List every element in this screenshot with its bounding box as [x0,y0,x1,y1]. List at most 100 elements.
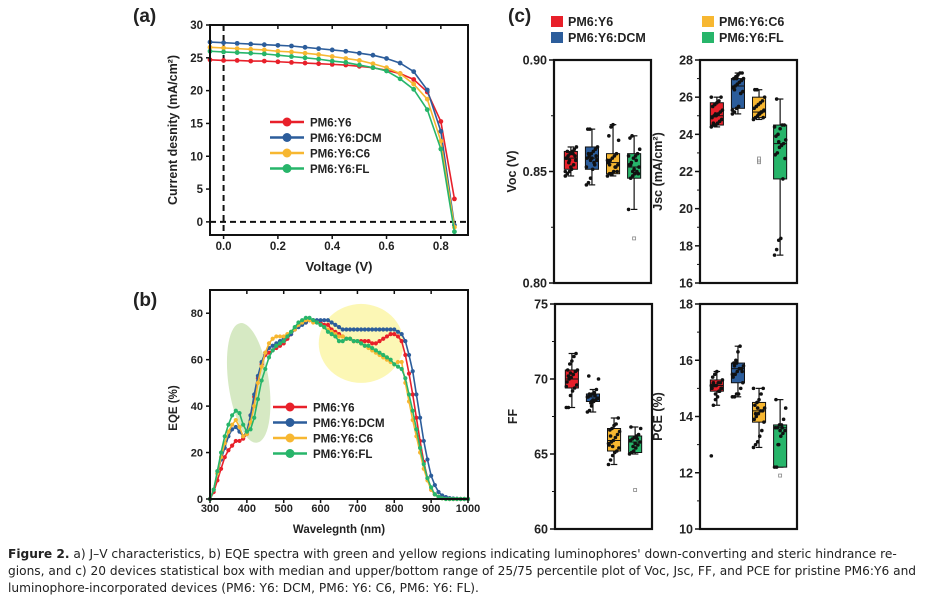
legend-marker [282,148,292,158]
box-pm6-y6-fl [627,425,643,492]
data-point [370,327,375,332]
data-point [783,428,787,433]
data-point [607,163,612,167]
data-point [274,343,279,348]
data-point [736,392,741,396]
data-point [325,322,331,327]
data-point [237,438,242,444]
legend-label: PM6:Y6:C6 [310,149,370,161]
data-point [565,149,570,154]
data-point [436,494,441,499]
data-point [302,60,308,66]
outlier [778,473,783,478]
data-point [234,46,240,52]
data-point [226,422,231,427]
data-point [277,341,283,346]
data-point [617,446,621,450]
data-point [762,95,767,99]
data-point [388,357,393,362]
data-point [281,338,286,344]
box-pm6-y6 [564,351,580,410]
y-tick-label: 14 [679,410,693,424]
data-point [759,110,763,114]
plot-frame [698,302,799,531]
legend-swatch [551,32,563,43]
caption-label: Figure 2. [8,547,70,561]
data-point [633,441,637,446]
data-point [411,81,417,87]
data-point [595,158,599,163]
legend-item: PM6:Y6:C6 [273,433,373,446]
plot-frame [553,302,654,531]
data-point [607,134,611,138]
y-tick-label: 65 [534,448,548,462]
data-point [616,416,621,420]
legend-marker [282,117,292,127]
legend-item: PM6:Y6:FL [702,31,784,45]
box-chart-c-jsc: 16 18 20 22 24 26 28 Jsc (mA/cm²) [651,54,799,291]
data-point [397,71,403,76]
data-point [569,375,573,380]
legend-label: PM6:Y6 [568,15,613,29]
data-point [316,56,322,62]
y-tick-label: 80 [191,308,203,320]
data-point [709,95,714,99]
y-axis-label: FF [506,409,520,425]
data-point [589,399,594,404]
data-point [574,351,578,356]
data-point [248,427,253,432]
data-point [403,338,408,344]
legend-item: PM6:Y6 [551,15,613,29]
data-point [248,50,254,56]
data-point [755,400,759,405]
y-tick-label: 24 [679,128,693,142]
legend-swatch [702,16,714,27]
data-point [782,123,787,127]
data-point [329,320,334,325]
y-tick-label: 20 [190,86,203,98]
data-point [772,253,777,257]
x-tick-label: 0.2 [270,241,286,253]
data-point [233,424,238,430]
data-point [377,338,382,344]
data-point [388,332,393,337]
data-point [634,158,639,163]
y-tick-label: 40 [191,401,203,413]
caption-text: a) J–V characteristics, b) EQE spectra w… [69,547,897,561]
data-point [289,54,294,59]
data-point [421,438,426,444]
caption-line-2: gions, and c) 20 devices statistical box… [8,564,917,578]
data-point [263,366,268,372]
legend-marker [285,449,295,458]
data-point [741,89,745,94]
data-point [741,364,746,368]
data-point [370,341,375,346]
outlier [757,156,761,161]
outlier [632,236,637,241]
data-point [244,429,249,434]
y-tick-label: 20 [679,202,693,216]
data-point [635,437,640,441]
data-point [215,469,220,474]
data-point [569,165,573,169]
data-point [781,431,785,436]
data-point [302,50,308,56]
data-point [362,343,367,348]
data-point [610,426,614,431]
data-point [626,207,631,212]
data-point [732,395,737,399]
data-point [355,327,360,332]
data-point [754,414,759,419]
data-point [384,68,389,74]
data-point [289,43,294,49]
data-point [259,378,264,383]
data-point [397,76,403,82]
data-point [611,438,616,443]
data-point [711,121,716,125]
data-point [570,359,574,363]
data-point [399,366,404,372]
data-point [587,408,592,413]
data-point [397,60,403,66]
data-point [344,336,349,341]
data-point [270,348,275,353]
